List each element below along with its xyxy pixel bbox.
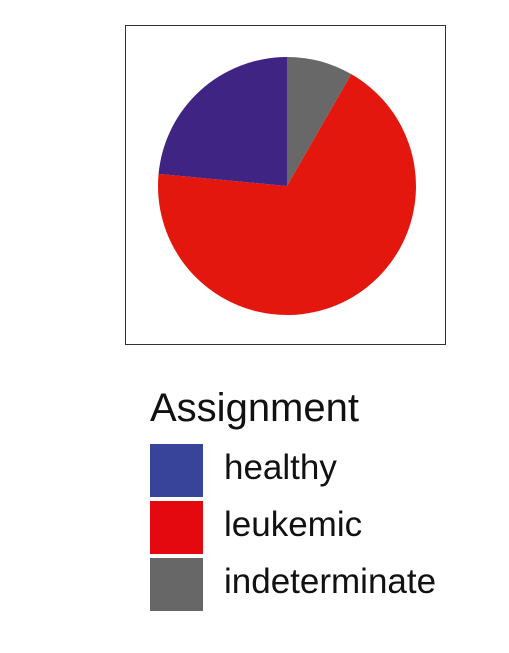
legend-label-leukemic: leukemic [224, 505, 363, 544]
legend-label-indeterminate: indeterminate [224, 562, 437, 601]
pie-slice-healthy [158, 57, 287, 186]
legend-item-indeterminate: indeterminate [150, 558, 436, 615]
pie-slice-leukemic [157, 74, 416, 315]
legend-label-healthy: healthy [224, 448, 337, 487]
pie-chart [157, 57, 416, 315]
chart-panel [125, 25, 446, 345]
legend-item-leukemic: leukemic [150, 501, 363, 558]
legend-swatch-leukemic [150, 501, 203, 554]
legend-swatch-indeterminate [150, 558, 203, 611]
legend-swatch-healthy [150, 444, 203, 497]
legend-item-healthy: healthy [150, 444, 359, 501]
legend-title: Assignment [150, 386, 359, 430]
pie-slice-indeterminate [287, 57, 352, 186]
legend: Assignment healthy leukemic indeterminat… [150, 384, 436, 615]
